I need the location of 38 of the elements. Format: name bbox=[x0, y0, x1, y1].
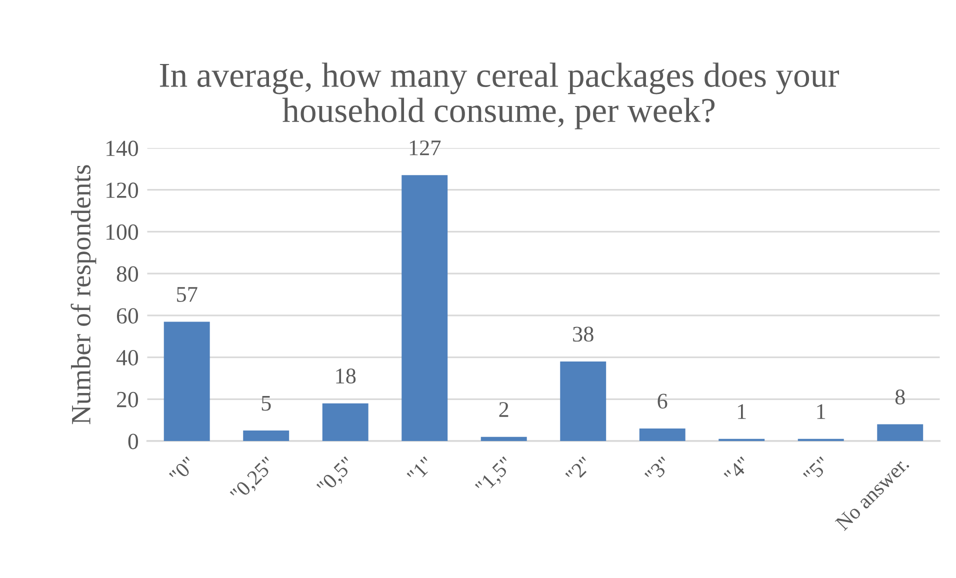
y-tick-label: 40 bbox=[116, 350, 138, 366]
chart-title: In average, how many cereal packages does your household consume, per week? bbox=[160, 62, 840, 130]
bar bbox=[560, 361, 606, 442]
y-tick-label: 0 bbox=[128, 434, 138, 450]
bar bbox=[243, 430, 290, 442]
data-label: 18 bbox=[336, 368, 356, 384]
x-tick-label: "0" bbox=[168, 456, 196, 484]
data-label: 57 bbox=[177, 287, 198, 302]
y-tick-label: 60 bbox=[116, 308, 138, 324]
x-tick-label: "3" bbox=[644, 456, 672, 484]
bar bbox=[402, 175, 448, 442]
data-label: 8 bbox=[895, 389, 905, 404]
bar bbox=[877, 424, 924, 442]
bar bbox=[164, 322, 210, 442]
bar bbox=[480, 436, 527, 442]
x-tick-label: "5" bbox=[802, 456, 830, 484]
data-label: 1 bbox=[817, 404, 826, 419]
data-label: 1 bbox=[738, 404, 746, 419]
y-tick-label: 100 bbox=[106, 224, 138, 240]
x-tick-label: "0,5" bbox=[316, 456, 357, 497]
bar bbox=[798, 438, 844, 442]
bar bbox=[718, 438, 765, 442]
y-axis-title: Number of respondents bbox=[70, 165, 96, 424]
bar bbox=[639, 428, 686, 442]
y-tick-label: 80 bbox=[116, 266, 138, 282]
x-tick-label: "1" bbox=[406, 456, 434, 484]
data-label: 127 bbox=[410, 140, 441, 156]
bar bbox=[322, 403, 368, 442]
x-tick-label: "2" bbox=[565, 456, 592, 484]
data-label: 6 bbox=[658, 394, 668, 409]
y-tick-label: 140 bbox=[106, 140, 138, 156]
data-label: 2 bbox=[499, 402, 508, 417]
x-tick-label: "4" bbox=[724, 456, 751, 484]
y-tick-label: 20 bbox=[116, 392, 138, 408]
x-tick-label: "1,5" bbox=[474, 456, 516, 497]
data-label: 38 bbox=[573, 326, 594, 342]
y-tick-label: 120 bbox=[106, 182, 138, 198]
data-label: 5 bbox=[262, 396, 271, 411]
